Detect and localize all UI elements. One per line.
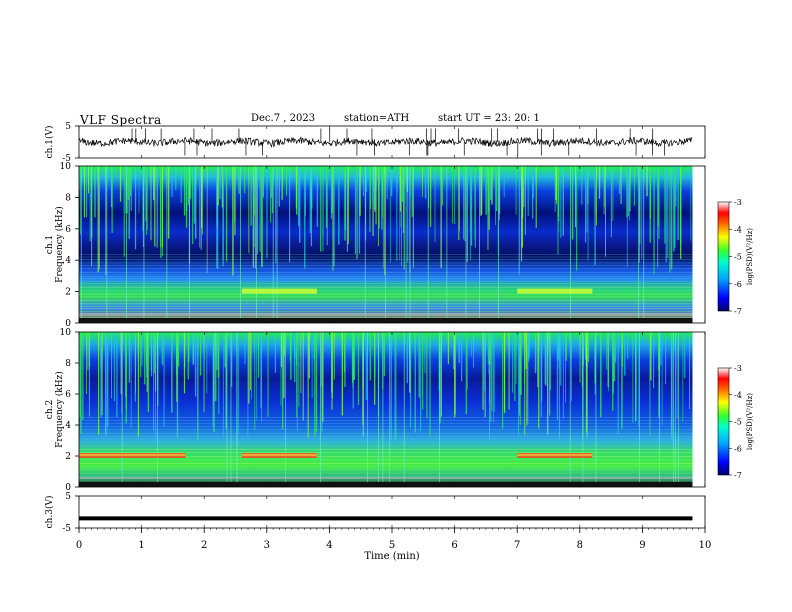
start-time-label: start UT = 23: 20: 1 <box>438 113 540 124</box>
sferic-streaks <box>79 166 692 323</box>
spectrogram-1-yaxis: 0 2 4 6 8 10 ch.1 Frequency (kHz) <box>45 162 79 329</box>
spectrogram-1 <box>79 166 693 323</box>
y-tick-label: 6 <box>65 225 71 235</box>
colorbar-label: log(PSD)(V²/Hz) <box>746 228 754 285</box>
y-tick-label: 2 <box>65 288 71 298</box>
panel-frame-w3 <box>78 495 706 529</box>
colorbar-tick-label: -6 <box>734 280 742 289</box>
y-tick-label: 0 <box>65 483 71 493</box>
x-axis-label: Time (min) <box>364 551 419 562</box>
x-tick-label: 7 <box>514 540 520 551</box>
low-freq-band <box>79 482 693 487</box>
y-tick-label: 10 <box>60 162 72 172</box>
y-tick-label: 10 <box>60 328 72 338</box>
x-tick-label: 5 <box>389 540 395 551</box>
y-axis-label: Frequency (kHz) <box>54 371 65 448</box>
y-axis-label: ch.2 <box>45 400 55 419</box>
ch3-waveform-axes: 5 -5 ch.3(V) <box>44 492 79 534</box>
colorbar-tick-label: -5 <box>734 418 742 427</box>
y-axis-label: ch.1 <box>45 235 55 254</box>
colorbar-tick-label: -4 <box>734 391 742 400</box>
y-tick-label: 5 <box>65 122 71 132</box>
colorbar-tick-label: -6 <box>734 444 742 453</box>
band-segment <box>517 288 593 294</box>
y-tick-label: 0 <box>65 319 71 329</box>
x-tick-label: 8 <box>577 540 583 551</box>
x-tick-label: 6 <box>451 540 457 551</box>
colorbar-label: log(PSD)(V²/Hz) <box>746 393 754 450</box>
colorbar-1: -3 -4 -5 -6 -7 log(PSD)(V²/Hz) <box>717 198 754 316</box>
x-tick-label: 9 <box>639 540 645 551</box>
y-tick-label: 5 <box>65 492 71 502</box>
colorbar-gradient <box>717 201 730 312</box>
x-tick-label: 2 <box>201 540 207 551</box>
y-axis-label: ch.3(V) <box>44 496 55 529</box>
tone-lines <box>79 254 693 323</box>
spectrogram-2-yaxis: 0 2 4 6 8 10 ch.2 Frequency (kHz) <box>45 328 79 493</box>
colorbar-tick-label: -7 <box>734 471 742 480</box>
y-tick-label: -5 <box>62 524 71 534</box>
chart-title: VLF Spectra <box>80 113 162 127</box>
y-tick-label: 4 <box>65 421 71 431</box>
colorbar-tick-label: -3 <box>734 198 742 207</box>
y-tick-label: -5 <box>62 154 71 164</box>
colorbar-gradient <box>717 367 730 476</box>
colorbar-tick-label: -5 <box>734 253 742 262</box>
date-label: Dec.7 , 2023 <box>251 113 316 124</box>
y-tick-label: 8 <box>65 359 71 369</box>
colorbar-tick-label: -4 <box>734 225 742 234</box>
low-freq-band <box>79 318 693 323</box>
y-tick-label: 2 <box>65 452 71 462</box>
y-axis-label: ch.1(V) <box>44 126 55 159</box>
spectrogram-2 <box>79 332 693 487</box>
colorbar-tick-label: -3 <box>734 364 742 373</box>
x-tick-label: 3 <box>264 540 270 551</box>
band-segment <box>241 288 317 294</box>
ch1-waveform-axes: 5 -5 ch.1(V) <box>44 122 79 164</box>
spectrogram-background <box>79 332 693 487</box>
x-tick-label: 4 <box>326 540 332 551</box>
y-tick-label: 6 <box>65 390 71 400</box>
x-tick-label: 1 <box>138 540 144 551</box>
ch1-spikes <box>131 128 665 156</box>
y-axis-label: Frequency (kHz) <box>54 206 65 283</box>
y-tick-label: 8 <box>65 193 71 203</box>
sferic-streaks <box>79 332 690 487</box>
x-tick-label: 10 <box>699 540 712 551</box>
x-tick-label: 0 <box>76 540 82 551</box>
tone-lines <box>79 417 693 487</box>
colorbar-2: -3 -4 -5 -6 -7 log(PSD)(V²/Hz) <box>717 364 754 480</box>
y-tick-label: 4 <box>65 256 71 266</box>
colorbar-tick-label: -7 <box>734 307 742 316</box>
ch1-waveform-line <box>78 136 693 148</box>
station-label: station=ATH <box>344 113 410 124</box>
x-axis: 0 1 2 3 4 5 6 7 8 9 10 Time (min) <box>76 528 712 562</box>
